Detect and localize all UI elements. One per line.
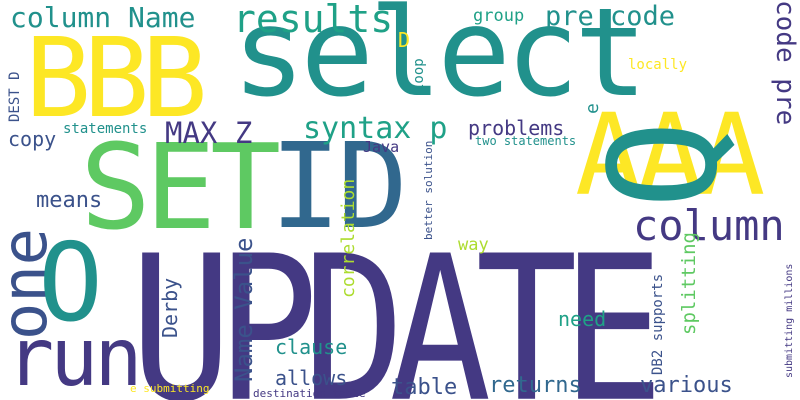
word-d: D (398, 28, 411, 52)
word-dest-d: DEST D (7, 71, 23, 122)
word-copy: copy (8, 127, 57, 151)
word-statements: statements (63, 121, 148, 137)
word-returns: returns (489, 373, 582, 398)
word-problems: problems (468, 116, 565, 140)
word-e: e (582, 103, 603, 114)
word-bbb: BBB (25, 14, 208, 142)
word-destination-table: destination table (253, 387, 366, 400)
word-column-name: column Name (10, 1, 196, 34)
word-aaa: AAA (575, 91, 765, 221)
word-derby: Derby (158, 277, 182, 338)
word-o: O (38, 221, 104, 346)
word-splitting: splitting (678, 232, 700, 335)
word-need: need (558, 307, 607, 331)
word-q: Q (578, 120, 750, 210)
word-various: various (640, 373, 733, 398)
word-submitting-millions: submitting millions (784, 263, 795, 378)
word-two-statements: two statements (475, 134, 577, 148)
word-better-solution: better solution (422, 140, 435, 240)
word-allows: allows (275, 366, 348, 390)
word-column: column (633, 201, 785, 250)
word-select: select (232, 0, 648, 124)
word-loop: loop (411, 58, 427, 92)
word-way: way (458, 235, 489, 255)
word-table: table (391, 375, 458, 400)
word-locally: locally (628, 57, 688, 73)
word-java: Java (363, 138, 400, 156)
word-means: means (36, 188, 103, 213)
word-update: UPDATE (130, 213, 664, 400)
word-set: SET (80, 118, 281, 256)
word-clause: clause (275, 335, 348, 359)
word-group: group (473, 6, 525, 26)
word-correlation: correlation (338, 178, 359, 298)
word-run: run (6, 311, 142, 400)
word-id: ID (270, 117, 408, 255)
word-code-pre: code pre (770, 0, 800, 126)
word-db2-supports: DB2 supports (650, 273, 666, 375)
word-syntax-p: syntax p (303, 111, 448, 146)
word-e-submitting: e submitting (130, 382, 210, 395)
word-pre-code: pre code (545, 1, 676, 32)
word-name-value: Name Value (230, 237, 258, 383)
word-max-z: MAX Z (165, 116, 253, 150)
word-results: results (233, 0, 394, 41)
